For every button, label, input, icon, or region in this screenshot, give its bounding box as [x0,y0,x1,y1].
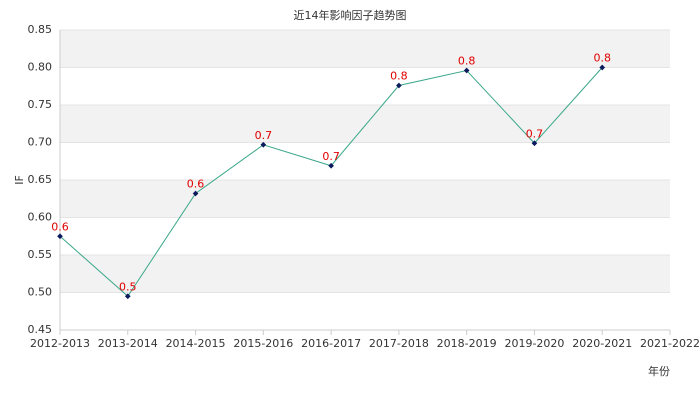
grid-band [60,30,670,68]
data-label: 0.8 [390,70,408,83]
x-axis-label: 年份 [648,364,670,378]
marker [260,141,267,148]
x-tick-label: 2013-2014 [98,337,158,350]
data-label: 0.7 [255,129,273,142]
x-tick-label: 2019-2020 [504,337,564,350]
y-tick-label: 0.65 [28,173,53,186]
x-tick-label: 2015-2016 [233,337,293,350]
y-tick-label: 0.70 [28,136,53,149]
x-tick-label: 2016-2017 [301,337,361,350]
marker [192,190,199,197]
x-tick-label: 2021-2022 [640,337,700,350]
marker [463,67,470,74]
x-tick-label: 2017-2018 [369,337,429,350]
marker [124,293,131,300]
marker [396,82,402,89]
data-label: 0.5 [119,280,137,293]
y-axis-label: IF [13,175,26,185]
y-tick-label: 0.80 [28,61,53,74]
x-tick-label: 2014-2015 [166,337,226,350]
marker [328,162,334,169]
data-label: 0.7 [526,127,544,140]
y-tick-label: 0.50 [28,286,53,299]
grid-band [60,105,670,143]
x-tick-label: 2012-2013 [30,337,90,350]
y-tick-label: 0.55 [28,248,53,261]
y-tick-label: 0.75 [28,98,53,111]
y-tick-label: 0.85 [28,23,53,36]
data-label: 0.8 [458,55,476,68]
y-tick-label: 0.60 [28,211,53,224]
y-tick-label: 0.45 [28,323,53,336]
grid-band [60,180,670,218]
data-label: 0.6 [187,178,205,191]
marker [531,140,538,147]
data-label: 0.8 [593,52,611,65]
data-label: 0.7 [322,150,340,163]
x-tick-label: 2018-2019 [437,337,497,350]
data-label: 0.6 [51,220,69,233]
marker [599,64,606,71]
x-tick-label: 2020-2021 [572,337,632,350]
chart-title: 近14年影响因子趋势图 [294,8,407,22]
grid-band [60,255,670,293]
